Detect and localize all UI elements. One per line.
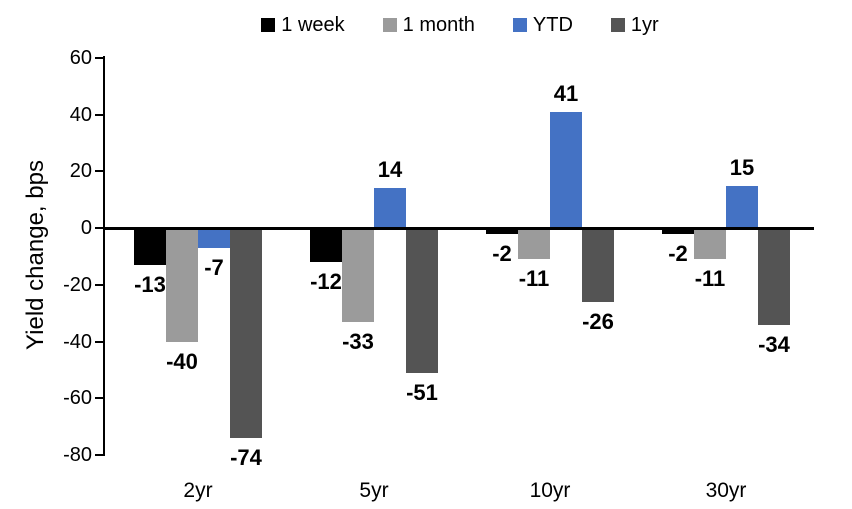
- bar-value-label: -51: [406, 379, 438, 405]
- y-tick-label: 60: [69, 47, 92, 69]
- bar-30yr-1yr: [758, 228, 790, 325]
- bar-value-label: -11: [694, 266, 726, 292]
- legend-label: 1 month: [402, 13, 475, 36]
- bar-2yr-1-week: [134, 228, 166, 265]
- bar-value-label: -33: [342, 328, 374, 354]
- y-tick-mark: [95, 227, 104, 230]
- zero-axis-line: [103, 227, 814, 230]
- legend-label: YTD: [532, 13, 573, 36]
- bar-30yr-1-week: [662, 228, 694, 234]
- bar-value-label: -2: [668, 240, 688, 266]
- x-category-label: 10yr: [529, 479, 571, 502]
- bar-value-label: 41: [553, 80, 579, 106]
- bar-10yr-1-month: [518, 228, 550, 260]
- bar-2yr-YTD: [198, 228, 230, 248]
- y-axis-title: Yield change, bps: [22, 160, 49, 350]
- y-tick-label: 20: [69, 160, 92, 183]
- x-category-label: 30yr: [705, 479, 747, 502]
- legend-item-2: 1 month: [382, 13, 475, 37]
- legend-swatch-icon: [512, 18, 527, 32]
- bar-value-label: -26: [582, 308, 614, 334]
- bar-5yr-YTD: [374, 188, 406, 229]
- bar-value-label: -12: [310, 269, 342, 295]
- legend-swatch-icon: [610, 18, 625, 32]
- legend-item-1: 1 week: [261, 13, 345, 37]
- bar-value-label: 15: [729, 154, 755, 180]
- bar-30yr-1-month: [694, 228, 726, 260]
- y-tick-mark: [95, 283, 104, 286]
- bar-value-label: -7: [204, 254, 224, 280]
- bar-value-label: -40: [166, 348, 198, 374]
- bar-5yr-1-month: [342, 228, 374, 322]
- x-category-label: 2yr: [183, 479, 213, 502]
- y-tick-mark: [95, 397, 104, 400]
- y-tick-label: -20: [63, 273, 92, 296]
- y-tick-mark: [95, 57, 104, 59]
- bar-value-label: -13: [134, 272, 166, 297]
- bar-value-label: -74: [230, 444, 262, 470]
- legend-swatch-icon: [382, 18, 397, 32]
- bar-value-label: 14: [377, 157, 403, 183]
- bar-2yr-1-month: [166, 228, 198, 342]
- y-tick-mark: [95, 170, 104, 173]
- legend-label: 1 week: [281, 13, 345, 36]
- y-tick-mark: [95, 340, 104, 343]
- bar-value-label: -11: [518, 266, 550, 292]
- bar-value-label: -34: [758, 331, 790, 357]
- x-category-label: 5yr: [359, 479, 389, 502]
- bar-5yr-1-week: [310, 228, 342, 263]
- y-tick-label: 0: [80, 217, 92, 240]
- bar-value-label: -2: [492, 240, 512, 266]
- y-axis-line: [103, 56, 105, 456]
- bar-30yr-YTD: [726, 185, 758, 229]
- bar-2yr-1yr: [230, 228, 262, 438]
- bar-10yr-1-week: [486, 228, 518, 234]
- y-tick-label: -40: [63, 330, 92, 353]
- y-tick-mark: [95, 454, 104, 456]
- y-tick-label: -60: [63, 387, 92, 410]
- y-tick-mark: [95, 113, 104, 116]
- y-tick-label: 40: [69, 103, 92, 126]
- bar-10yr-YTD: [550, 111, 582, 229]
- bar-10yr-1yr: [582, 228, 614, 302]
- legend-label: 1yr: [630, 13, 659, 36]
- bar-5yr-1yr: [406, 228, 438, 373]
- legend-item-4: 1yr: [610, 13, 659, 37]
- chart-legend: 1 week 1 month YTD 1yr: [105, 12, 815, 38]
- legend-item-3: YTD: [512, 13, 573, 37]
- y-tick-label: -80: [63, 444, 92, 466]
- legend-swatch-icon: [261, 18, 276, 32]
